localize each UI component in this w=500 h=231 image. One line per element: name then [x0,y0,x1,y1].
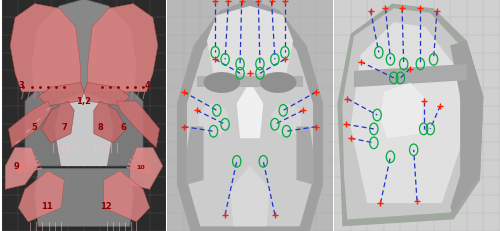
Polygon shape [88,5,158,92]
Polygon shape [338,5,484,226]
Polygon shape [350,23,464,203]
Polygon shape [354,65,467,88]
Polygon shape [6,148,38,189]
Text: 4: 4 [144,81,150,90]
Polygon shape [380,83,424,139]
Polygon shape [177,0,323,231]
Polygon shape [10,5,80,92]
Ellipse shape [260,73,296,94]
Polygon shape [38,83,84,106]
Text: 11: 11 [42,201,53,210]
Polygon shape [197,76,303,88]
Polygon shape [230,166,270,226]
Text: 7: 7 [61,122,67,131]
Ellipse shape [204,73,240,94]
Polygon shape [54,92,114,166]
Polygon shape [18,171,64,222]
Polygon shape [187,127,204,185]
Text: 12: 12 [100,201,112,210]
Polygon shape [94,102,126,143]
Polygon shape [35,169,133,226]
Ellipse shape [272,104,302,136]
Text: 9: 9 [14,162,19,171]
Text: 1,2: 1,2 [76,97,92,106]
Text: 3: 3 [18,81,24,90]
Polygon shape [117,102,160,148]
Polygon shape [104,171,150,222]
Text: 10: 10 [136,165,145,170]
Polygon shape [207,7,293,74]
Polygon shape [236,88,264,139]
Polygon shape [8,102,51,148]
Polygon shape [32,0,136,97]
Text: 5: 5 [32,122,38,131]
Polygon shape [450,42,484,213]
Text: 6: 6 [120,122,126,131]
Text: 8: 8 [97,122,103,131]
Polygon shape [130,148,162,189]
Polygon shape [187,7,313,226]
Polygon shape [296,127,313,185]
Polygon shape [25,92,143,166]
Ellipse shape [198,104,228,136]
Polygon shape [42,102,74,143]
Polygon shape [84,83,130,106]
Polygon shape [342,9,477,219]
